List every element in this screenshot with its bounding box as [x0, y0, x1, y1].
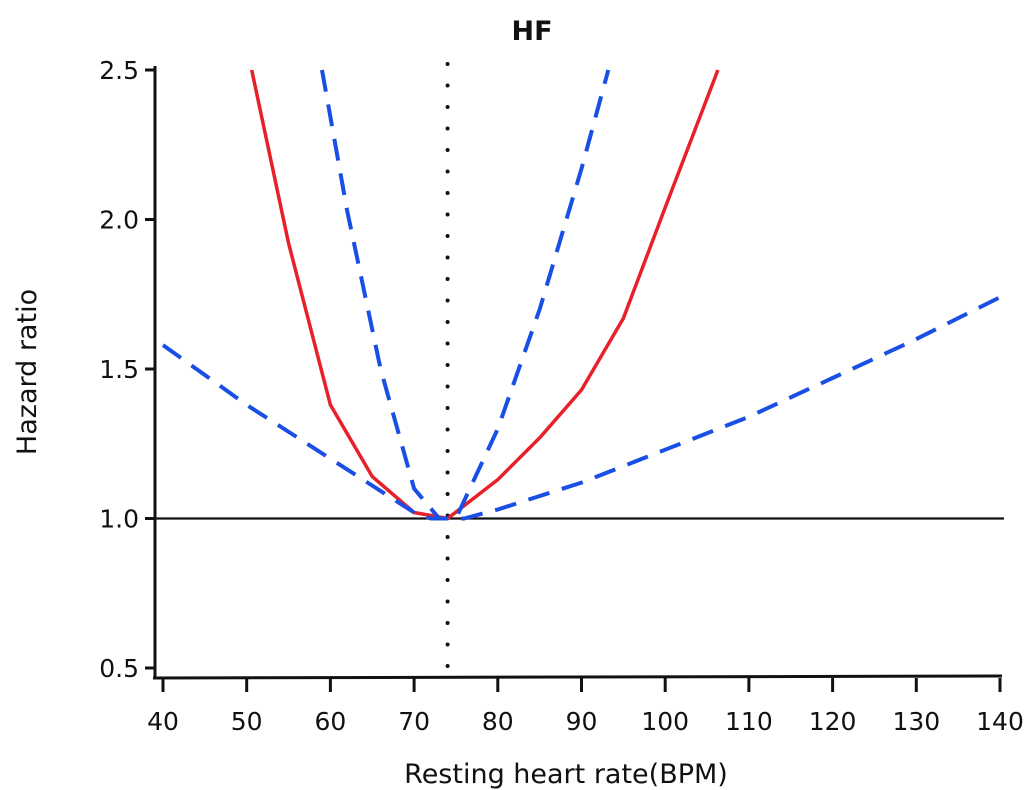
- x-tick-label: 100: [641, 707, 689, 736]
- chart-title: HF: [511, 16, 552, 47]
- x-tick-label: 40: [147, 707, 179, 736]
- y-tick-label: 0.5: [99, 654, 139, 683]
- x-tick-label: 90: [566, 707, 598, 736]
- y-tick-label: 1.0: [99, 505, 139, 534]
- x-axis-line: [152, 674, 1003, 680]
- x-tick-label: 60: [314, 707, 346, 736]
- y-tick-label: 2.5: [99, 56, 139, 85]
- x-tick-label: 80: [482, 707, 514, 736]
- x-tick-label: 110: [725, 707, 773, 736]
- ci-dashed-line-2: [161, 295, 1001, 521]
- x-tick-label: 140: [976, 707, 1024, 736]
- x-axis-label: Resting heart rate(BPM): [404, 759, 728, 790]
- x-tick-label: 70: [398, 707, 430, 736]
- y-tick-label: 1.5: [99, 355, 139, 384]
- y-axis-label: Hazard ratio: [12, 289, 43, 455]
- x-tick-label: 130: [892, 707, 940, 736]
- estimate-solid-line: [249, 69, 720, 521]
- x-tick-label: 50: [231, 707, 263, 736]
- ci-dashed-line-1: [320, 69, 611, 521]
- y-tick-label: 2.0: [99, 206, 139, 235]
- x-tick-label: 120: [809, 707, 857, 736]
